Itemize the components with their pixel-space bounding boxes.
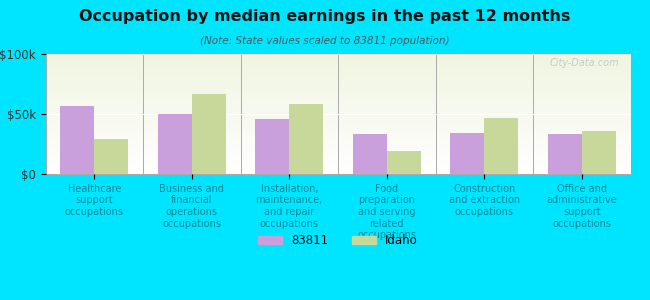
Bar [289, 104, 324, 174]
Bar [192, 94, 226, 174]
Text: City-Data.com: City-Data.com [549, 58, 619, 68]
Legend: 83811, Idaho: 83811, Idaho [254, 230, 422, 252]
Text: Occupation by median earnings in the past 12 months: Occupation by median earnings in the pas… [79, 9, 571, 24]
Bar [94, 139, 129, 174]
Bar [353, 134, 387, 174]
Bar [255, 119, 289, 174]
Bar [484, 118, 519, 174]
Bar [450, 133, 484, 174]
Bar [582, 131, 616, 174]
Bar [60, 106, 94, 174]
Bar [387, 151, 421, 174]
Bar [547, 134, 582, 174]
Text: (Note: State values scaled to 83811 population): (Note: State values scaled to 83811 popu… [200, 36, 450, 46]
Bar [157, 114, 192, 174]
